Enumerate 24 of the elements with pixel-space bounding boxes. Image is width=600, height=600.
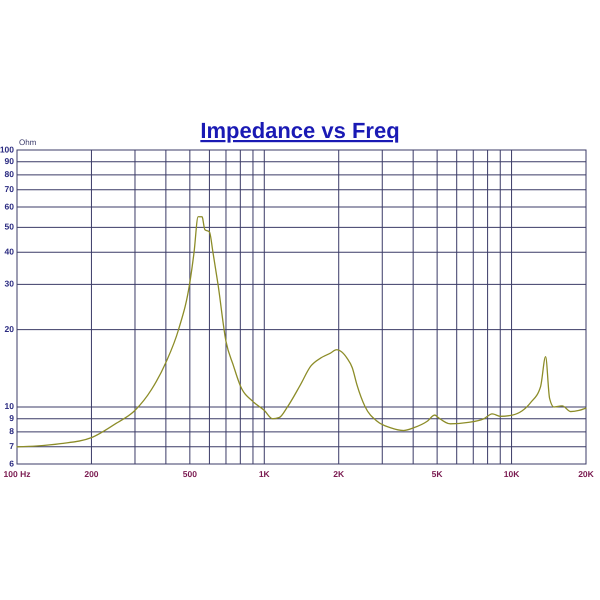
y-tick-label: 90 — [4, 156, 14, 166]
y-tick-label: 60 — [4, 201, 14, 212]
x-tick-label: 5K — [432, 469, 444, 479]
x-tick-label: 20K — [578, 469, 595, 479]
x-tick-label: 500 — [182, 469, 198, 479]
y-tick-label: 40 — [4, 246, 14, 257]
y-tick-label: 6 — [9, 458, 14, 468]
y-tick-label: 100 — [0, 144, 14, 154]
y-tick-label: 80 — [4, 169, 14, 180]
y-tick-label: 30 — [4, 278, 14, 289]
x-tick-label: 100 Hz — [4, 469, 30, 479]
x-tick-label: 2K — [333, 469, 346, 479]
x-tick-label: 10K — [504, 469, 520, 479]
y-tick-label: 8 — [9, 426, 14, 436]
y-tick-label: 10 — [4, 401, 14, 412]
y-tick-label: 20 — [4, 324, 14, 334]
y-axis-title: Ohm — [19, 138, 37, 147]
y-tick-label: 7 — [9, 441, 14, 452]
y-tick-label: 9 — [9, 412, 14, 423]
y-tick-label: 70 — [4, 184, 14, 194]
chart-title: Impedance vs Freq — [200, 118, 400, 143]
x-tick-label: 1K — [258, 469, 271, 479]
x-tick-label: 200 — [84, 469, 99, 479]
y-tick-label: 50 — [4, 222, 14, 232]
